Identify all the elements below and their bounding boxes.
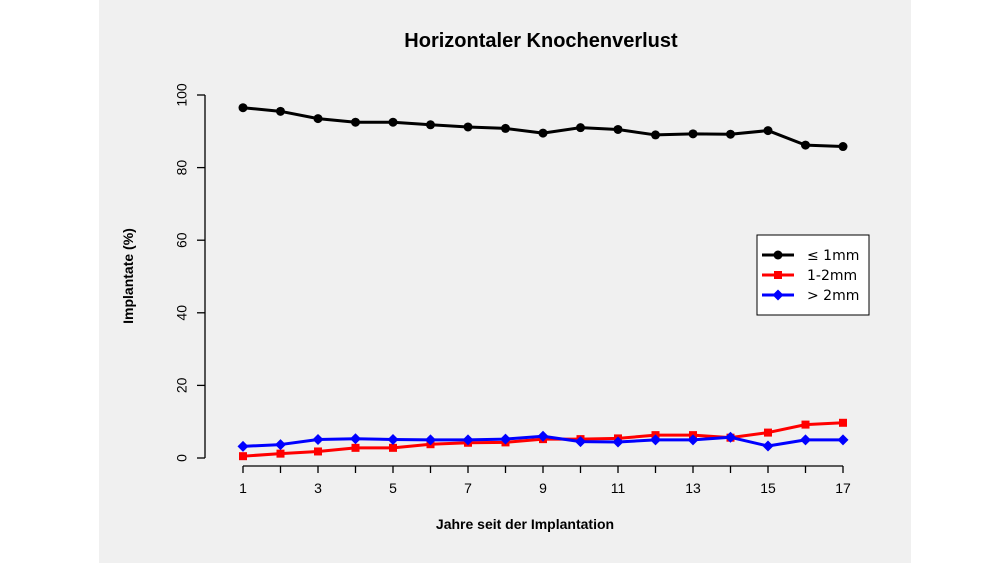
y-axis-label: Implantate (%) — [120, 228, 136, 324]
legend-swatch-marker — [774, 271, 782, 279]
series-layer — [237, 103, 849, 461]
data-point — [688, 129, 698, 139]
data-point — [762, 440, 774, 452]
data-point — [651, 130, 660, 140]
legend-label: ≤ 1mm — [807, 248, 859, 264]
legend-label: > 2mm — [807, 288, 859, 304]
data-point — [801, 140, 810, 150]
data-point — [276, 106, 285, 116]
data-point — [425, 434, 436, 446]
data-point — [537, 430, 549, 442]
data-point — [463, 122, 473, 132]
data-point — [313, 114, 323, 124]
legend-swatch-marker — [772, 289, 784, 301]
data-point — [238, 103, 248, 113]
x-tick-label: 13 — [685, 480, 701, 496]
data-point — [426, 120, 435, 130]
data-point — [387, 433, 399, 445]
x-tick-label: 11 — [611, 480, 626, 496]
y-tick-label: 0 — [174, 454, 190, 462]
y-tick-label: 100 — [174, 83, 190, 107]
legend-item: 1-2mm — [762, 268, 857, 284]
series-1 — [238, 103, 848, 152]
x-tick-label: 9 — [539, 480, 547, 496]
data-point — [312, 433, 324, 445]
y-tick-label: 60 — [174, 232, 190, 248]
data-point — [501, 123, 510, 133]
series-3 — [237, 430, 849, 452]
data-point — [801, 420, 810, 429]
data-point — [314, 447, 322, 456]
legend-item: ≤ 1mm — [762, 248, 859, 264]
legend-label: 1-2mm — [807, 268, 857, 284]
x-tick-label: 5 — [389, 480, 397, 496]
data-point — [687, 434, 699, 446]
data-point — [237, 440, 249, 452]
y-tick-label: 20 — [174, 377, 190, 393]
legend: ≤ 1mm 1-2mm > 2mm — [756, 234, 870, 316]
data-point — [462, 434, 474, 446]
data-point — [650, 434, 661, 446]
data-point — [351, 117, 360, 127]
data-point — [800, 434, 811, 446]
x-tick-label: 17 — [835, 480, 851, 496]
data-point — [575, 436, 586, 448]
y-tick-label: 80 — [174, 160, 190, 176]
chart-title: Horizontaler Knochenverlust — [404, 30, 678, 52]
data-point — [839, 418, 847, 427]
x-tick-label: 7 — [464, 480, 472, 496]
legend-swatch-marker — [773, 250, 783, 260]
data-point — [388, 117, 398, 127]
y-tick-label: 40 — [174, 305, 190, 321]
data-point — [350, 433, 361, 445]
data-point — [351, 443, 360, 452]
x-tick-label: 3 — [314, 480, 322, 496]
data-point — [837, 434, 849, 446]
data-point — [538, 128, 548, 138]
series-line — [242, 106, 844, 149]
x-axis-label: Jahre seit der Implantation — [436, 516, 614, 532]
data-point — [389, 443, 397, 452]
data-point — [276, 449, 285, 458]
data-point — [576, 123, 585, 133]
legend-item: > 2mm — [762, 288, 859, 304]
data-point — [239, 452, 247, 461]
x-tick-label: 1 — [239, 480, 247, 496]
data-point — [275, 439, 286, 451]
data-point — [612, 436, 624, 448]
data-point — [613, 124, 623, 134]
x-tick-label: 15 — [760, 480, 776, 496]
data-point — [500, 433, 511, 445]
data-point — [764, 428, 772, 437]
data-point — [838, 142, 848, 152]
data-point — [725, 431, 736, 443]
data-point — [726, 129, 735, 139]
data-point — [763, 126, 773, 136]
